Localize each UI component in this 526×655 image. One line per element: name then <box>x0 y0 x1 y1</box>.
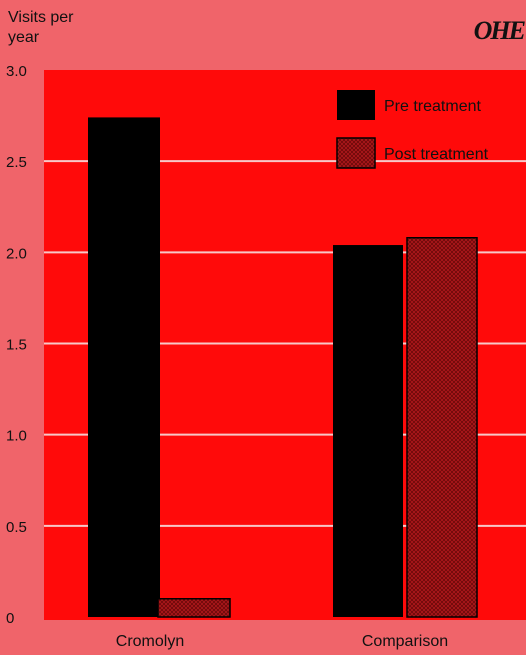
y-tick-label: 1.5 <box>6 337 27 354</box>
y-tick-label: 2.0 <box>6 245 27 262</box>
bar-pre-treatment-cromolyn <box>88 117 160 617</box>
legend-label: Post treatment <box>384 146 489 163</box>
x-tick-label: Comparison <box>362 633 448 650</box>
y-tick-label: 0.5 <box>6 519 27 536</box>
legend-label: Pre treatment <box>384 98 481 115</box>
y-axis-label-line2: year <box>8 29 40 46</box>
legend-swatch <box>337 90 375 120</box>
x-tick-labels: Cromolyn Comparison <box>116 633 448 650</box>
bar-post-treatment-comparison <box>406 236 478 618</box>
y-axis-label: Visits per year <box>8 8 118 48</box>
legend-swatch <box>336 137 376 169</box>
bars <box>88 117 478 618</box>
legend: Pre treatment Post treatment <box>336 90 489 169</box>
bar-pre-treatment-comparison <box>333 245 403 618</box>
x-tick-label: Cromolyn <box>116 633 184 650</box>
y-tick-label: 3.0 <box>6 63 27 80</box>
y-tick-label: 1.0 <box>6 428 27 445</box>
y-tick-label: 2.5 <box>6 154 27 171</box>
bar-post-treatment-cromolyn <box>157 598 231 618</box>
y-tick-labels: 0 0.5 1.0 1.5 2.0 2.5 3.0 <box>6 63 27 627</box>
ohe-logo: OHE <box>473 16 526 45</box>
y-axis-label-line1: Visits per <box>8 9 74 26</box>
y-tick-label: 0 <box>6 610 14 627</box>
